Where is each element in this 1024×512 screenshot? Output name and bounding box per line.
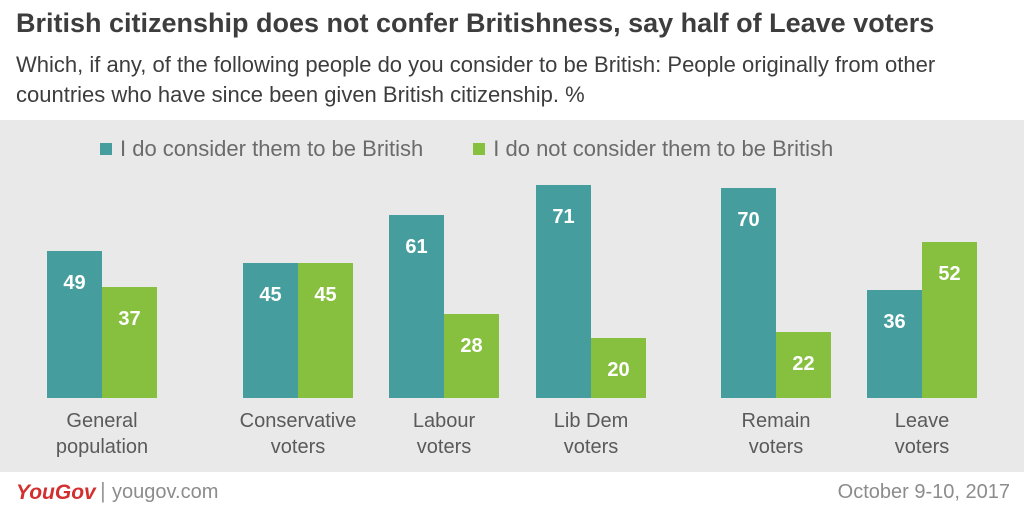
bar-consider-5 bbox=[867, 290, 922, 398]
legend: I do consider them to be British I do no… bbox=[100, 136, 833, 162]
bar-consider-2 bbox=[389, 215, 444, 398]
data-label-consider-1: 45 bbox=[259, 284, 281, 306]
footer-date: October 9-10, 2017 bbox=[837, 481, 1010, 503]
data-label-not-consider-5: 52 bbox=[938, 263, 960, 285]
legend-item-consider: I do consider them to be British bbox=[100, 136, 423, 162]
data-label-consider-0: 49 bbox=[63, 272, 85, 294]
legend-item-not-consider: I do not consider them to be British bbox=[473, 136, 833, 162]
category-label-3-line-1: voters bbox=[564, 436, 618, 458]
plot-background bbox=[0, 120, 1024, 472]
bar-consider-0 bbox=[47, 251, 102, 398]
bar-not-consider-5 bbox=[922, 242, 977, 398]
bar-consider-3 bbox=[536, 185, 591, 398]
legend-swatch-consider bbox=[100, 143, 112, 155]
chart-title: British citizenship does not confer Brit… bbox=[16, 8, 935, 38]
yougov-logo: YouGov bbox=[16, 481, 96, 504]
header: British citizenship does not confer Brit… bbox=[0, 0, 1024, 120]
data-label-consider-3: 71 bbox=[552, 206, 574, 228]
category-label-4-line-1: voters bbox=[749, 436, 803, 458]
data-label-not-consider-2: 28 bbox=[460, 335, 482, 357]
bar-not-consider-4 bbox=[776, 332, 831, 398]
data-label-not-consider-0: 37 bbox=[118, 308, 140, 330]
bar-consider-4 bbox=[721, 188, 776, 398]
data-label-not-consider-1: 45 bbox=[314, 284, 336, 306]
category-label-1-line-1: voters bbox=[271, 436, 325, 458]
bar-not-consider-2 bbox=[444, 314, 499, 398]
category-label-3-line-0: Lib Dem bbox=[554, 410, 628, 432]
footer-site[interactable]: yougov.com bbox=[112, 481, 219, 503]
category-label-2-line-0: Labour bbox=[413, 410, 476, 432]
legend-label-consider: I do consider them to be British bbox=[120, 136, 424, 161]
category-label-0-line-1: population bbox=[56, 436, 148, 458]
category-label-5-line-1: voters bbox=[895, 436, 949, 458]
legend-label-not-consider: I do not consider them to be British bbox=[493, 136, 834, 161]
bar-chart: 49 37 General population 45 45 Conservative vot… bbox=[47, 185, 977, 458]
data-label-consider-4: 70 bbox=[737, 209, 759, 231]
data-label-consider-5: 36 bbox=[883, 311, 905, 333]
category-label-0-line-0: General bbox=[66, 410, 137, 432]
bar-not-consider-3 bbox=[591, 338, 646, 398]
bar-not-consider-1 bbox=[298, 263, 353, 398]
category-label-2-line-1: voters bbox=[417, 436, 471, 458]
data-label-consider-2: 61 bbox=[405, 236, 427, 258]
bar-not-consider-0 bbox=[102, 287, 157, 398]
category-label-5-line-0: Leave bbox=[895, 410, 950, 432]
category-label-1-line-0: Conservative bbox=[240, 410, 357, 432]
data-label-not-consider-3: 20 bbox=[607, 359, 629, 381]
chart-subtitle: Which, if any, of the following people d… bbox=[16, 52, 936, 107]
legend-swatch-not-consider bbox=[473, 143, 486, 155]
bar-consider-1 bbox=[243, 263, 298, 398]
category-label-4-line-0: Remain bbox=[742, 410, 811, 432]
data-label-not-consider-4: 22 bbox=[792, 353, 814, 375]
footer-separator: | bbox=[100, 478, 106, 503]
